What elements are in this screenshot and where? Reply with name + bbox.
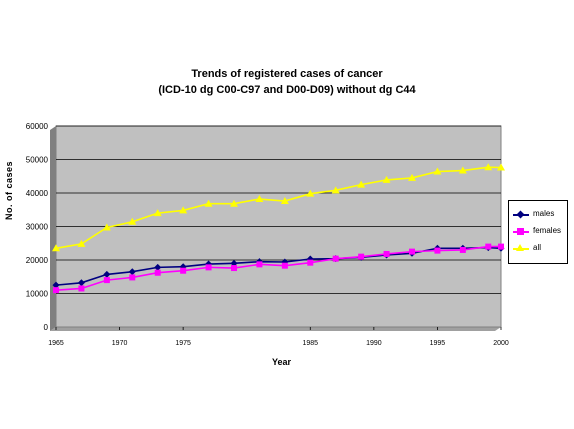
data-point-males (77, 279, 85, 287)
legend-item-all: all (511, 242, 567, 256)
data-point-females (205, 264, 212, 271)
data-point-all (204, 199, 213, 207)
x-tick-label: 1985 (302, 340, 318, 347)
y-tick-label: 40000 (26, 189, 49, 198)
y-tick-label: 10000 (26, 290, 49, 299)
legend-marker-triangle (516, 244, 524, 251)
y-tick-label: 30000 (26, 223, 49, 232)
x-tick-label: 2000 (493, 340, 509, 347)
data-point-females (459, 246, 466, 253)
y-axis-label: No. of cases (4, 160, 14, 220)
data-point-males (103, 270, 111, 278)
data-point-all (153, 209, 162, 217)
data-point-females (409, 248, 415, 255)
data-point-females (256, 261, 263, 268)
data-point-all (433, 167, 442, 175)
data-point-females (434, 247, 441, 254)
data-point-females (485, 243, 492, 250)
data-point-all (331, 186, 340, 194)
legend: males females all (508, 200, 568, 264)
y-tick-label: 0 (44, 323, 49, 332)
legend-item-males: males (511, 208, 567, 222)
plot-depth-bottom (50, 327, 501, 331)
data-point-all (357, 180, 366, 188)
y-tick-label: 60000 (26, 122, 49, 131)
data-point-all (77, 239, 86, 247)
data-point-all (230, 199, 238, 207)
data-point-females (307, 259, 314, 266)
legend-marker-diamond (516, 210, 525, 219)
data-point-females (180, 267, 187, 274)
x-tick-label: 1965 (48, 340, 64, 347)
data-point-males (154, 263, 162, 271)
plot-depth-left (50, 126, 56, 331)
x-tick-label: 1995 (430, 340, 446, 347)
data-point-males (128, 268, 136, 276)
data-point-females (358, 253, 365, 260)
legend-label: males (533, 209, 555, 218)
data-point-females (129, 274, 136, 281)
data-point-females (281, 262, 288, 269)
y-tick-label: 50000 (26, 156, 49, 165)
x-axis-label: Year (272, 357, 292, 367)
data-point-females (78, 285, 85, 292)
data-point-females (103, 277, 110, 284)
data-point-all (306, 189, 315, 197)
legend-label: females (533, 226, 562, 235)
data-point-all (128, 217, 137, 225)
data-point-males (52, 281, 60, 289)
data-point-all (102, 223, 111, 231)
legend-item-females: females (511, 225, 567, 239)
data-point-all (484, 163, 493, 171)
data-point-all (458, 166, 467, 174)
x-tick-label: 1990 (366, 340, 382, 347)
chart-title: Trends of registered cases of cancer (191, 68, 383, 80)
legend-marker-square (517, 228, 524, 235)
data-point-all (179, 206, 188, 214)
data-point-all (280, 197, 289, 205)
data-point-all (497, 163, 505, 171)
data-point-females (332, 255, 339, 262)
x-tick-label: 1970 (112, 340, 128, 347)
data-point-females (498, 243, 504, 250)
data-point-females (53, 287, 59, 294)
data-point-all (408, 173, 416, 181)
data-point-females (154, 269, 161, 276)
y-tick-label: 20000 (26, 256, 49, 265)
data-point-females (231, 265, 237, 272)
x-tick-label: 1975 (175, 340, 191, 347)
data-point-all (52, 244, 60, 252)
data-point-all (382, 175, 391, 183)
data-point-females (383, 250, 390, 257)
legend-label: all (533, 243, 542, 252)
data-point-all (255, 195, 264, 203)
chart-subtitle: (ICD-10 dg C00-C97 and D00-D09) without … (158, 84, 416, 96)
